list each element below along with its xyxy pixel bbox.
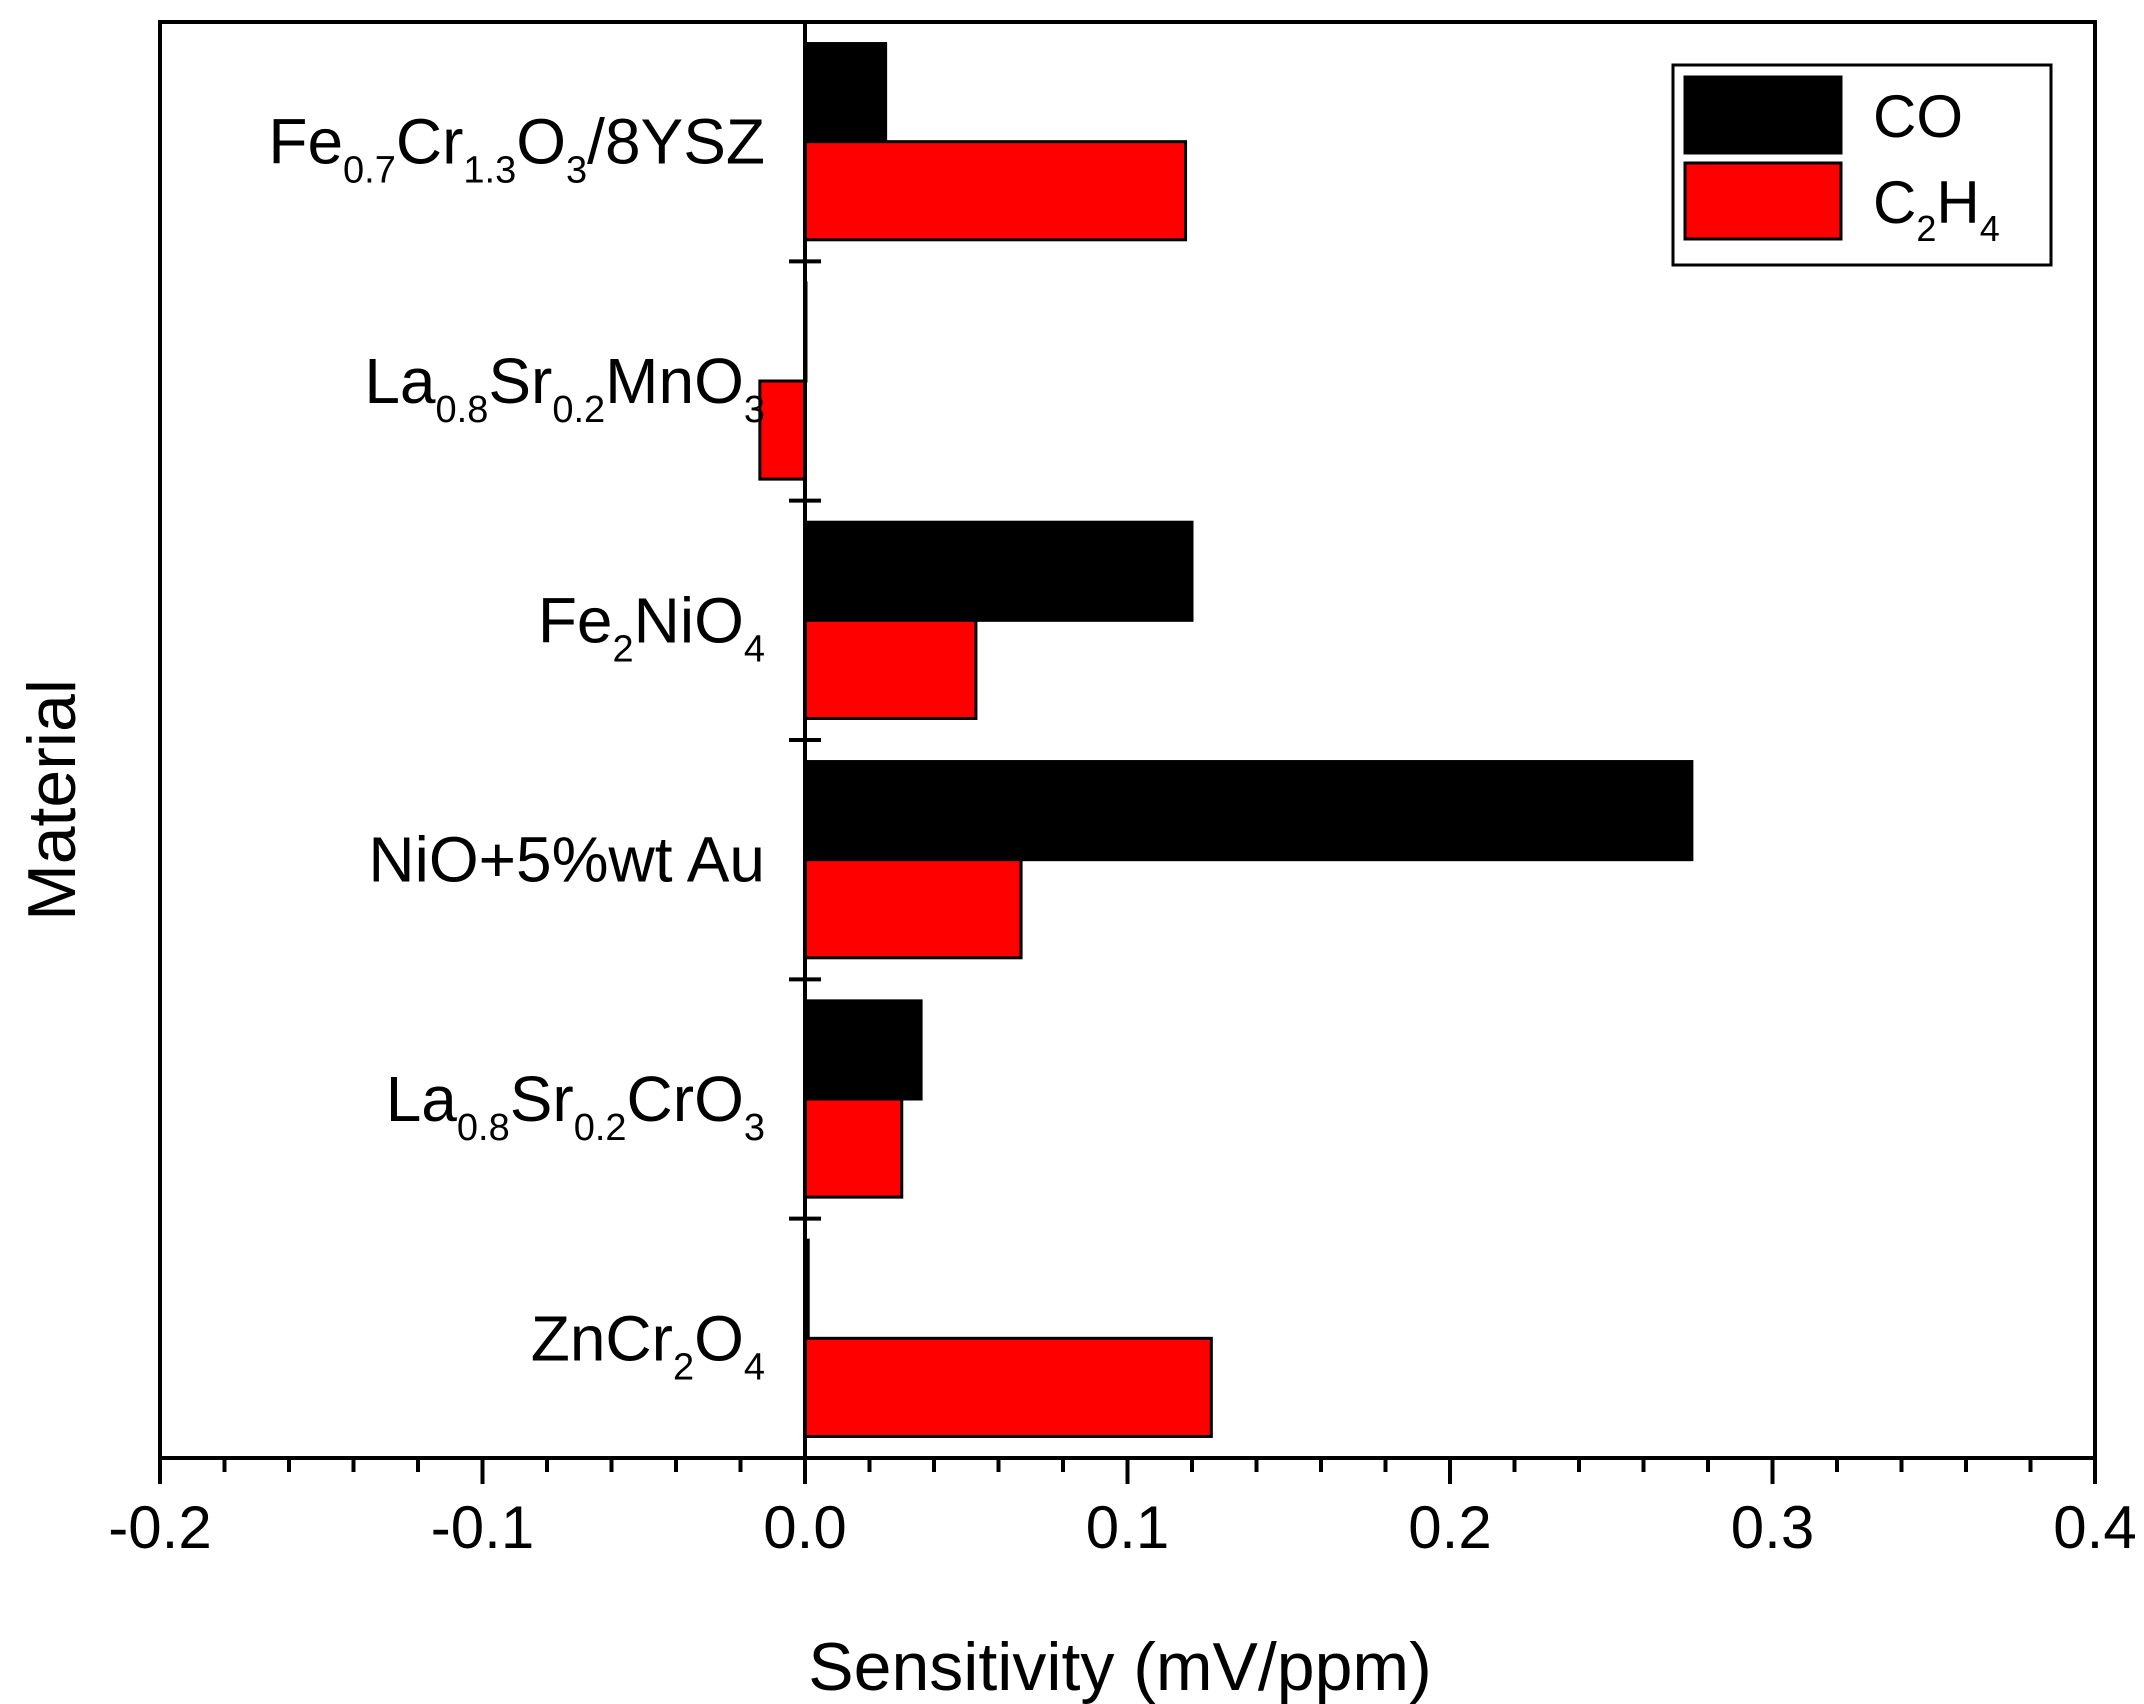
category-label: La0.8Sr0.2MnO3 (364, 345, 765, 431)
legend-label-c2h4-part: H (1936, 169, 1979, 236)
bar-co-3 (803, 760, 1694, 862)
category-label-part: CrO (627, 1063, 744, 1135)
category-label-part: 0.7 (343, 150, 396, 192)
bar-c2h4-2 (803, 618, 978, 720)
x-tick-label: 0.2 (1408, 1494, 1491, 1561)
legend-label-c2h4-part: C (1873, 169, 1916, 236)
category-label-part: 3 (744, 389, 765, 431)
bar-co-2 (803, 520, 1194, 622)
category-label: La0.8Sr0.2CrO3 (386, 1063, 765, 1149)
category-label-part: MnO (605, 345, 744, 417)
category-label-part: 0.8 (436, 389, 489, 431)
category-label-part: O (516, 106, 566, 178)
category-labels: Fe0.7Cr1.3O3/8YSZLa0.8Sr0.2MnO3Fe2NiO4Ni… (268, 106, 765, 1389)
category-label-part: NiO+5%wt Au (368, 824, 765, 896)
category-label-part: 4 (744, 628, 765, 670)
category-label-part: 0.2 (552, 389, 605, 431)
bar-c2h4-1 (758, 379, 807, 481)
bar-c2h4-5 (803, 1336, 1213, 1438)
category-label-part: Sr (488, 345, 552, 417)
category-label: ZnCr2O4 (531, 1302, 765, 1388)
category-label: NiO+5%wt Au (368, 824, 765, 896)
category-label-part: Cr (396, 106, 464, 178)
x-tick-label: -0.2 (108, 1494, 211, 1561)
category-label-part: 2 (673, 1346, 694, 1388)
category-label-part: 2 (613, 628, 634, 670)
legend-label-co-part: CO (1873, 83, 1963, 150)
bar-co-4 (803, 999, 923, 1101)
category-label-part: O (694, 1302, 744, 1374)
category-label-part: Fe (538, 584, 613, 656)
x-tick-label: 0.0 (763, 1494, 846, 1561)
category-label-part: 3 (744, 1107, 765, 1149)
legend-swatch-co (1683, 75, 1843, 155)
category-label-part: NiO (634, 584, 744, 656)
category-label-part: 3 (566, 150, 587, 192)
x-tick-label: 0.1 (1086, 1494, 1169, 1561)
legend-label-co: CO (1873, 83, 1963, 150)
category-label-part: 4 (744, 1346, 765, 1388)
legend-label-c2h4: C2H4 (1873, 169, 2000, 249)
x-axis-title: Sensitivity (mV/ppm) (808, 1629, 1431, 1704)
category-label-part: 1.3 (463, 150, 516, 192)
category-label-part: Sr (510, 1063, 574, 1135)
legend-swatch-c2h4 (1683, 161, 1843, 241)
legend: CO C2H4 (1671, 63, 2053, 267)
legend-label-c2h4-part: 2 (1916, 208, 1936, 249)
category-label-part: 0.2 (574, 1107, 627, 1149)
category-label-part: Fe (268, 106, 343, 178)
bar-c2h4-4 (803, 1097, 904, 1199)
legend-label-c2h4-part: 4 (1980, 208, 2000, 249)
axes: -0.2 -0.1 0.0 0.1 0.2 0.3 0.4 (108, 22, 2137, 1561)
category-label-part: La (386, 1063, 458, 1135)
bars (758, 42, 1694, 1438)
category-label-part: 0.8 (457, 1107, 510, 1149)
category-label-part: /8YSZ (587, 106, 765, 178)
category-label-part: ZnCr (531, 1302, 673, 1374)
category-label: Fe0.7Cr1.3O3/8YSZ (268, 106, 765, 192)
bar-c2h4-3 (803, 858, 1023, 960)
bar-co-0 (803, 42, 888, 144)
x-tick-label: -0.1 (431, 1494, 534, 1561)
x-tick-label: 0.3 (1731, 1494, 1814, 1561)
bar-c2h4-0 (803, 140, 1188, 242)
category-label: Fe2NiO4 (538, 584, 765, 670)
category-label-part: La (364, 345, 436, 417)
x-tick-label: 0.4 (2053, 1494, 2136, 1561)
y-axis-title: Material (14, 679, 90, 921)
